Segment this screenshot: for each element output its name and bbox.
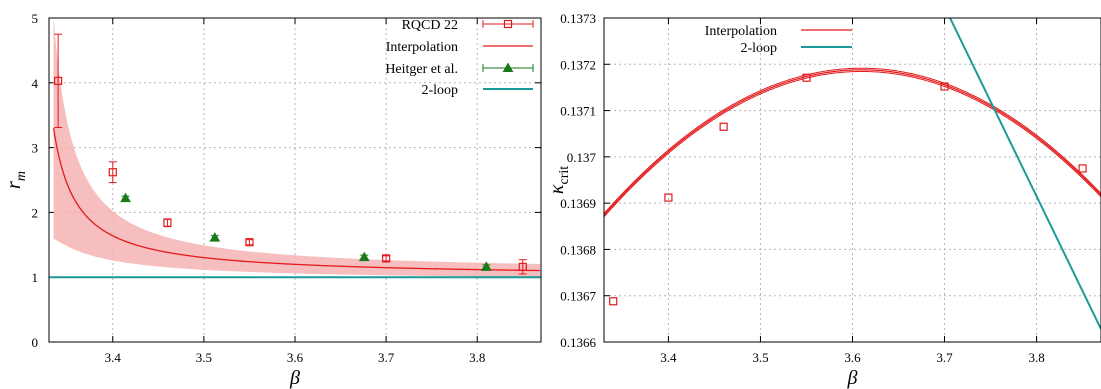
y-tick-label: 0.1368 bbox=[560, 242, 596, 257]
curves-group bbox=[49, 18, 541, 279]
x-axis-label: β bbox=[289, 367, 300, 389]
x-tick-label: 3.5 bbox=[196, 350, 212, 365]
y-tick-label: 0.1372 bbox=[560, 57, 596, 72]
legend-marker bbox=[503, 19, 513, 29]
x-tick-label: 3.8 bbox=[1028, 350, 1044, 365]
x-tick-label: 3.7 bbox=[936, 350, 953, 365]
heitger-point bbox=[209, 232, 221, 242]
rqcd-point bbox=[609, 297, 618, 306]
legend-label: 2-loop bbox=[421, 83, 458, 98]
rqcd-point bbox=[108, 168, 117, 177]
y-tick-label: 5 bbox=[32, 11, 39, 26]
heitger-point bbox=[480, 261, 492, 271]
y-tick-label: 0.1366 bbox=[560, 335, 596, 350]
y-tick-label: 1 bbox=[32, 270, 39, 285]
left-chart-panel: 3.4 3.5 3.6 3.7 3.8 0 1 2 3 4 5 RQCD 22 Interpolatio… bbox=[3, 11, 542, 389]
legend-label: Interpolation bbox=[705, 24, 777, 39]
legend-label: Heitger et al. bbox=[385, 62, 458, 77]
interpolation-line bbox=[604, 70, 1101, 218]
right-chart-panel: 3.4 3.5 3.6 3.7 3.8 0.1366 0.1367 0.1368 0.1369 0… bbox=[546, 11, 1101, 389]
y-tick-label: 0.1373 bbox=[560, 11, 596, 26]
y-tick-label: 4 bbox=[32, 76, 39, 91]
y-tick-label: 0.1371 bbox=[560, 104, 596, 119]
legend: RQCD 22 Interpolation Heitger et al. 2-loop bbox=[385, 18, 534, 98]
two-loop-line bbox=[949, 18, 1101, 330]
interpolation-line bbox=[52, 128, 541, 272]
rqcd-point bbox=[802, 73, 811, 82]
y-axis-label-subscript: crit bbox=[557, 166, 572, 185]
y-axis-label-subscript: m bbox=[14, 171, 29, 181]
y-tick-label: 2 bbox=[32, 205, 39, 220]
y-axis-label: κcrit bbox=[546, 166, 572, 194]
curves-group bbox=[604, 18, 1101, 330]
y-tick-label: 0.137 bbox=[567, 150, 597, 165]
rqcd-point bbox=[245, 238, 254, 247]
x-tick-label: 3.4 bbox=[105, 350, 122, 365]
y-tick-label: 0.1367 bbox=[560, 289, 596, 304]
legend-label: RQCD 22 bbox=[402, 18, 458, 33]
plot-frame bbox=[603, 17, 1101, 343]
legend-label: 2-loop bbox=[740, 41, 777, 56]
plot-frame bbox=[48, 17, 542, 343]
legend: Interpolation 2-loop bbox=[705, 24, 852, 56]
y-tick-label: 0.1369 bbox=[560, 196, 596, 211]
interpolation-line bbox=[604, 69, 1101, 217]
rqcd-point bbox=[163, 218, 172, 227]
y-tick-label: 3 bbox=[32, 141, 39, 156]
y-axis-label: rm bbox=[3, 171, 29, 189]
rqcd-point bbox=[54, 76, 63, 85]
rqcd-point bbox=[1078, 164, 1087, 173]
x-tick-label: 3.4 bbox=[660, 350, 677, 365]
heitger-point bbox=[358, 251, 370, 262]
rqcd-point bbox=[940, 82, 949, 91]
interpolation-line bbox=[604, 67, 1101, 215]
x-axis-label: β bbox=[847, 367, 858, 389]
x-tick-label: 3.6 bbox=[844, 350, 861, 365]
rqcd-point bbox=[518, 262, 527, 271]
rqcd-point bbox=[664, 193, 673, 202]
interpolation-band bbox=[53, 18, 541, 278]
x-tick-label: 3.6 bbox=[287, 350, 304, 365]
x-tick-label: 3.5 bbox=[752, 350, 768, 365]
y-tick-label: 0 bbox=[32, 335, 39, 350]
rqcd-point bbox=[719, 122, 728, 131]
heitger-point bbox=[120, 192, 131, 203]
x-tick-label: 3.7 bbox=[378, 350, 395, 365]
legend-label: Interpolation bbox=[386, 40, 458, 55]
x-tick-label: 3.8 bbox=[469, 350, 485, 365]
rqcd-point bbox=[382, 254, 391, 263]
legend-marker bbox=[502, 62, 514, 72]
